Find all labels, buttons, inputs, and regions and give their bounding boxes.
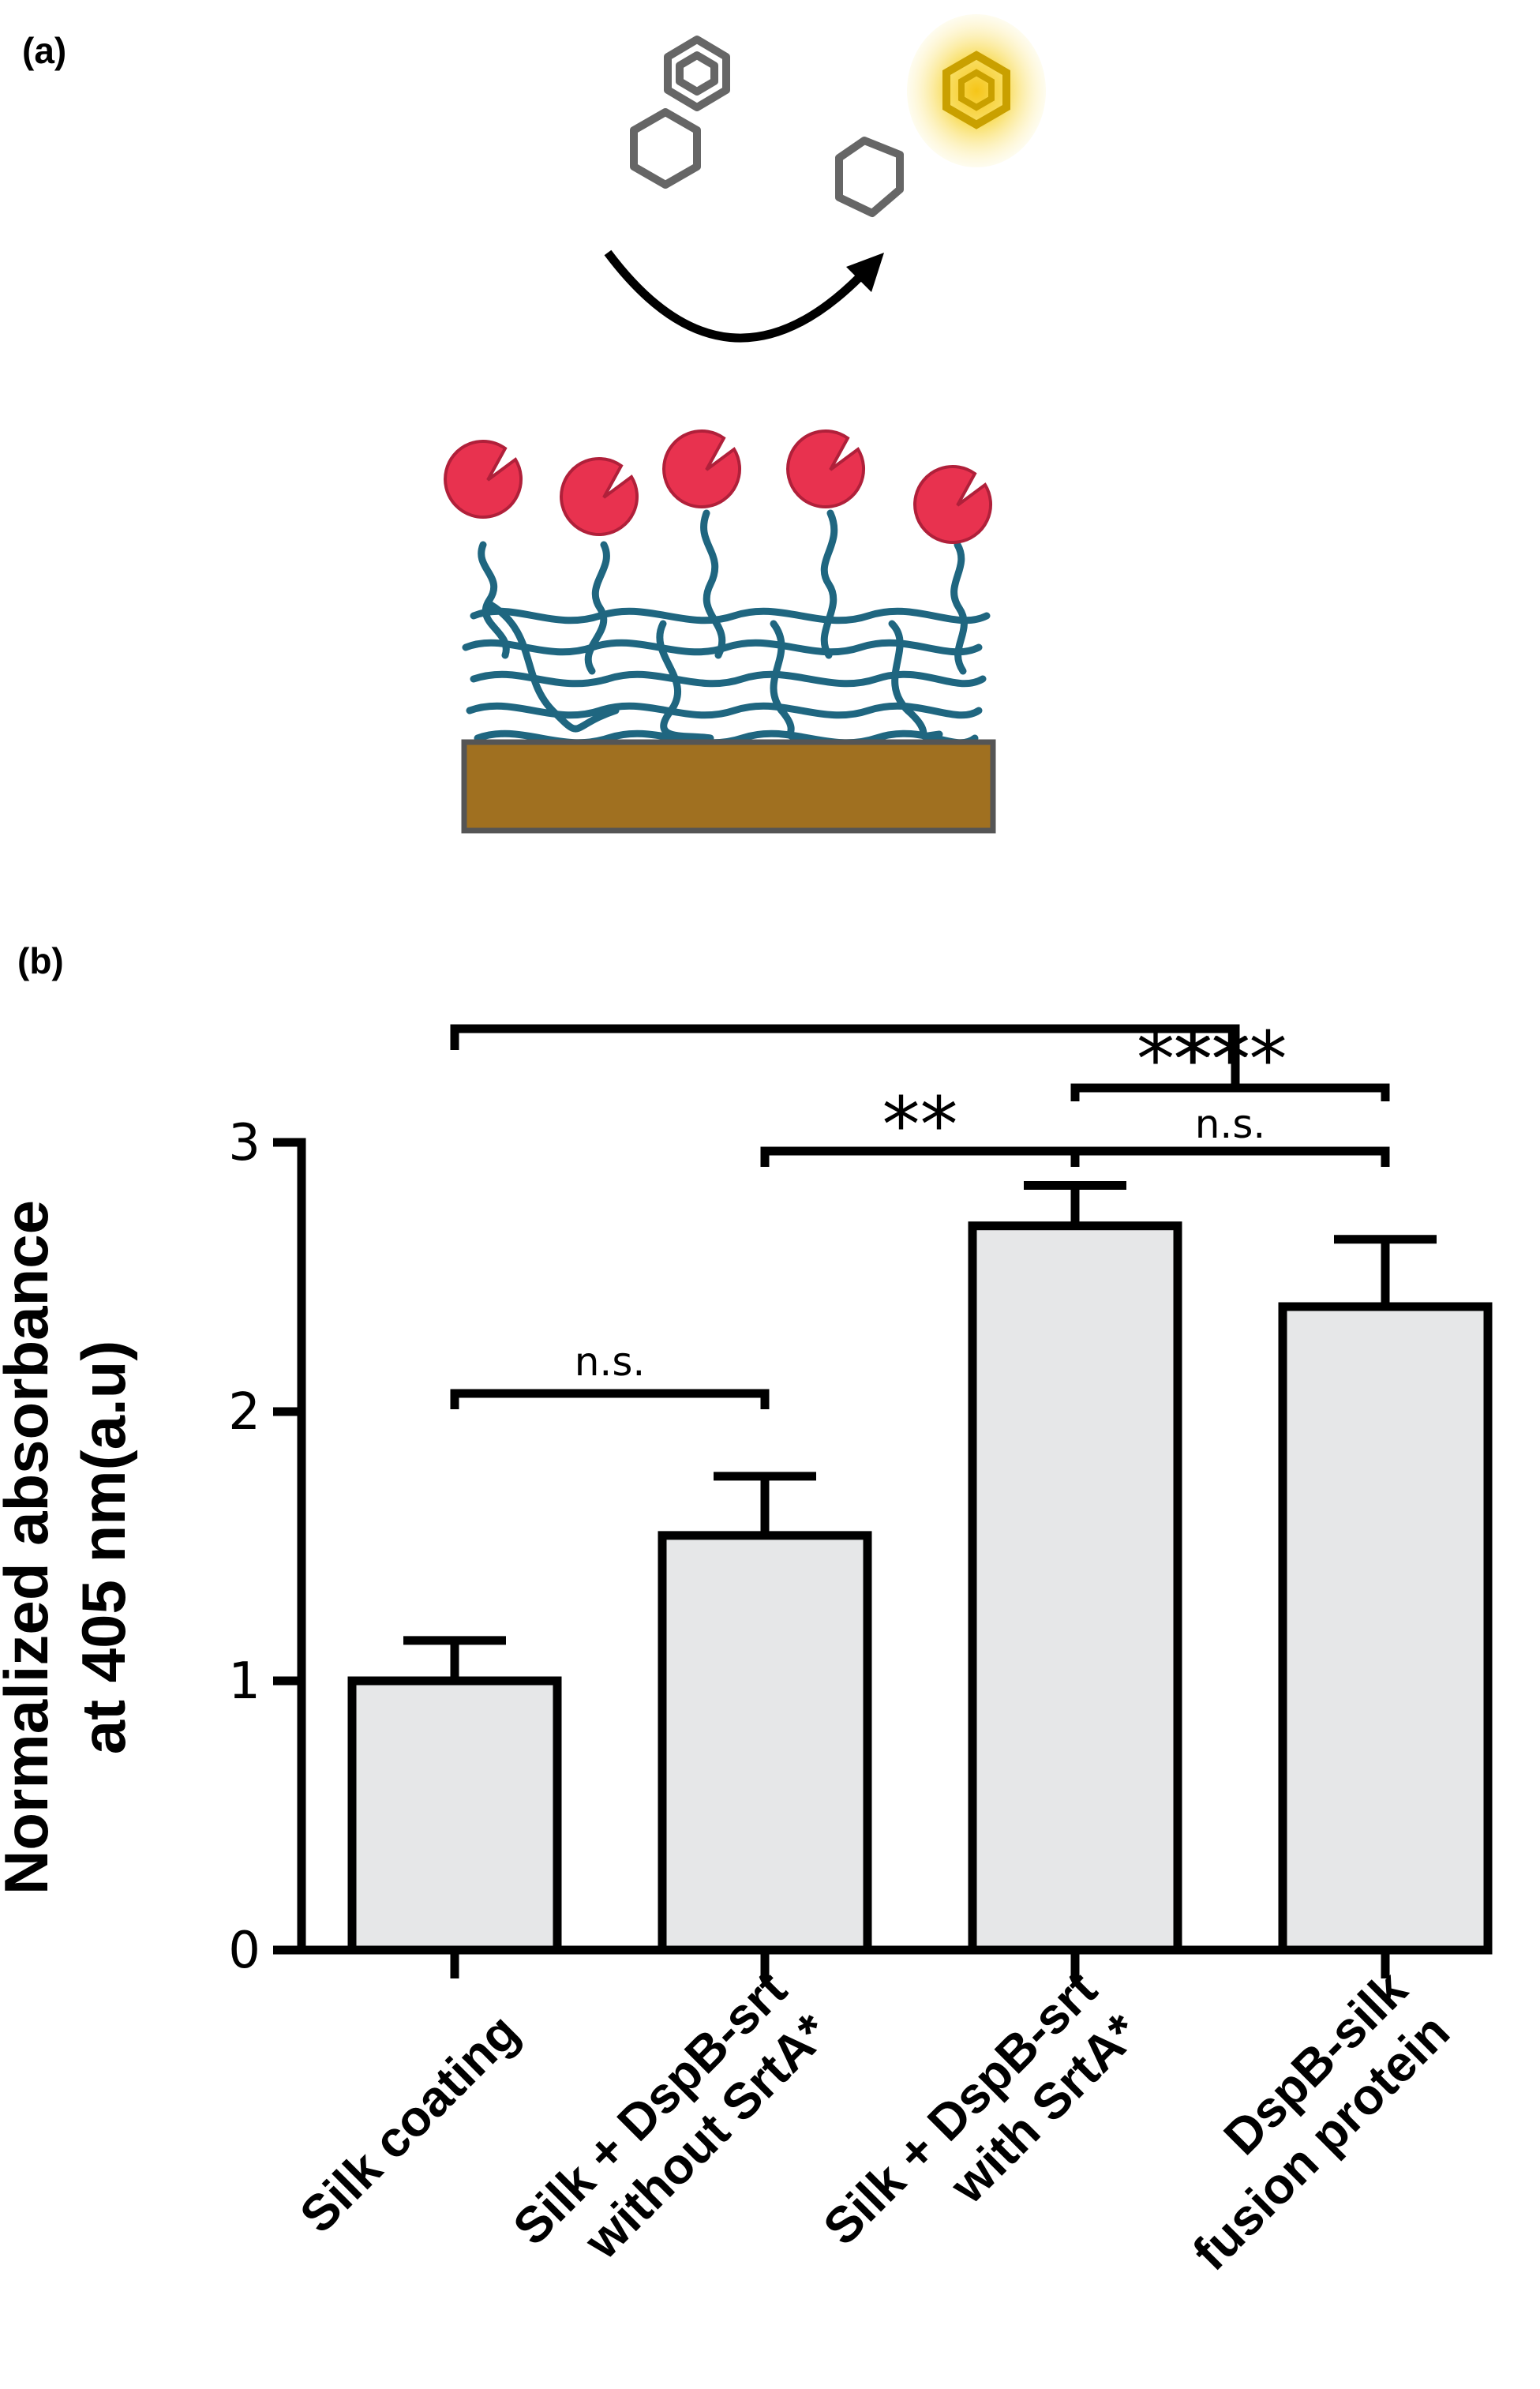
reaction-arrow-icon — [604, 249, 884, 343]
y-tick-label: 0 — [228, 1922, 260, 1980]
panel-a-label: (a) — [22, 30, 66, 71]
bar — [347, 1676, 562, 1955]
y-tick-label: 3 — [228, 1114, 260, 1172]
x-tick-label-line: Silk coating — [289, 2003, 530, 2244]
significance-bracket — [450, 1389, 770, 1409]
y-axis-label-line: at 405 nm(a.u) — [69, 1341, 138, 1754]
significance-bracket — [1070, 1146, 1390, 1167]
bar — [968, 1221, 1182, 1955]
bar — [658, 1531, 872, 1955]
enzyme-pacman-icons — [444, 429, 992, 544]
y-tick-label: 1 — [228, 1652, 260, 1711]
enzyme-pacman-icon — [560, 457, 639, 536]
x-tick-label: Silk + DspB-srtwith SrtA* — [812, 1960, 1150, 2298]
y-axis-label-line: Normalized absorbance — [0, 1200, 61, 1895]
cyclohexane-product-icon — [835, 137, 904, 217]
significance-label: n.s. — [1195, 1101, 1266, 1147]
silk-fiber-network-icon — [462, 509, 991, 747]
significance-bracket — [1070, 1083, 1390, 1101]
bar — [1278, 1302, 1493, 1955]
enzyme-pacman-icon — [662, 429, 741, 508]
x-tick-label: Silk coating — [289, 2003, 530, 2244]
substrate-block-icon — [461, 739, 996, 834]
enzyme-pacman-icon — [786, 429, 865, 508]
enzyme-pacman-icon — [913, 465, 992, 544]
bar-chart: 0 1 2 3 Normalized absorbance at 405 nm(a.u) S… — [0, 1015, 1493, 2298]
significance-label: *** — [1137, 1015, 1250, 1104]
enzyme-pacman-icon — [444, 440, 523, 519]
significance-label: ** — [882, 1081, 958, 1169]
y-axis-label: Normalized absorbance at 405 nm(a.u) — [0, 1200, 138, 1895]
significance-bracket — [450, 1024, 1240, 1088]
x-tick-label: DspB-silkfusion protein — [1140, 1960, 1461, 2282]
biphenyl-substrate-icon — [630, 36, 730, 189]
y-tick-label: 2 — [228, 1383, 260, 1442]
panel-b-label: (b) — [17, 940, 64, 981]
x-tick-label: Silk + DspB-srtwithout SrtA* — [502, 1960, 840, 2298]
glowing-benzene-product-icon — [907, 14, 1046, 167]
significance-label: n.s. — [575, 1339, 646, 1385]
